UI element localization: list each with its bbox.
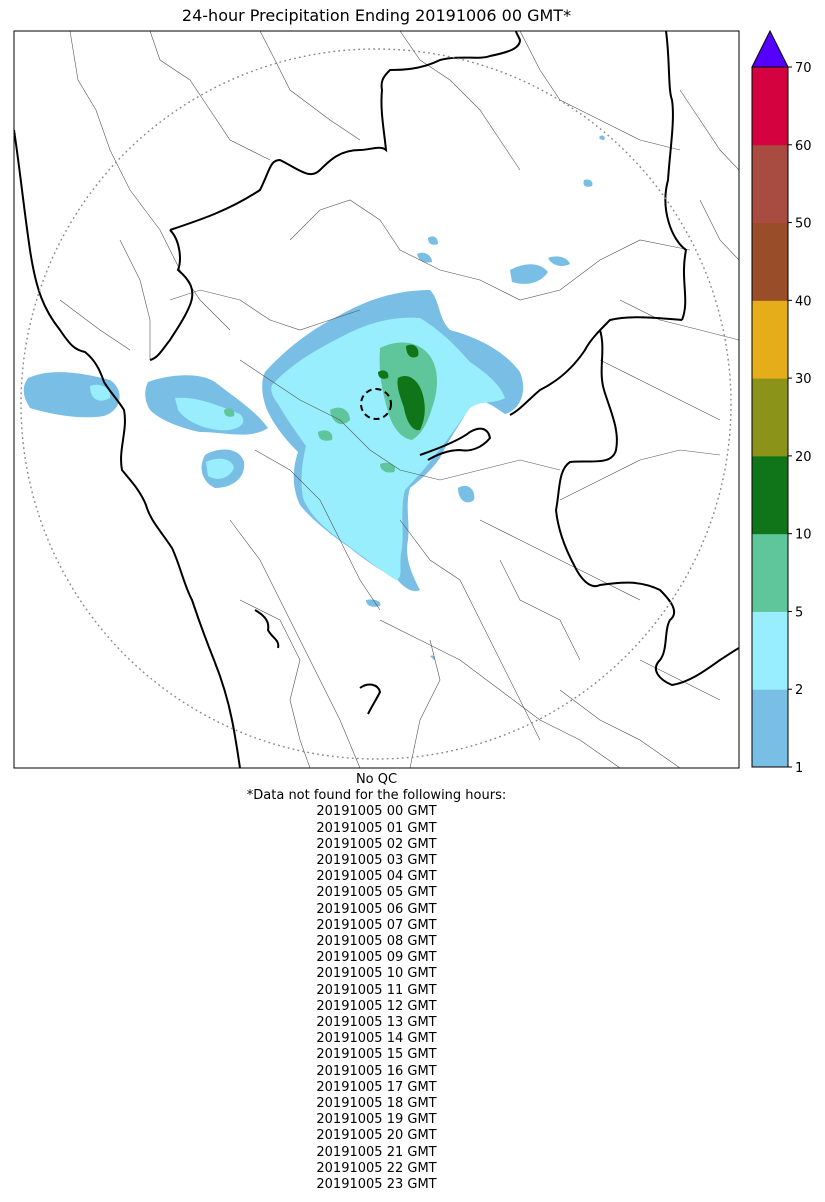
- missing-hour-item: 20191005 07 GMT: [316, 917, 437, 933]
- missing-hour-item: 20191005 00 GMT: [316, 804, 437, 820]
- missing-hour-item: 20191005 02 GMT: [316, 836, 437, 852]
- range-ring: [20, 48, 732, 760]
- colorbar-tick-label: 40: [795, 294, 812, 309]
- colorbar-segment: [752, 300, 788, 379]
- missing-hour-item: 20191005 09 GMT: [316, 950, 437, 966]
- colorbar-tick-label: 70: [795, 61, 812, 76]
- map-content: [14, 31, 739, 768]
- missing-hour-item: 20191005 19 GMT: [316, 1112, 437, 1128]
- missing-hour-item: 20191005 18 GMT: [316, 1096, 437, 1112]
- missing-hour-item: 20191005 08 GMT: [316, 934, 437, 950]
- colorbar-tick-label: 30: [795, 372, 812, 387]
- missing-hour-item: 20191005 20 GMT: [316, 1128, 437, 1144]
- footnote: No QC *Data not found for the following …: [14, 772, 739, 1193]
- colorbar-tick-label: 60: [795, 139, 812, 154]
- missing-hour-item: 20191005 15 GMT: [316, 1047, 437, 1063]
- missing-hour-item: 20191005 13 GMT: [316, 1015, 437, 1031]
- colorbar-segment: [752, 378, 788, 457]
- colorbar-segment: [752, 144, 788, 224]
- missing-hour-item: 20191005 12 GMT: [316, 998, 437, 1014]
- colorbar-segment: [752, 533, 788, 612]
- colorbar-ticks: 1 2 5 10 20 30 40 50 60 70: [788, 61, 812, 776]
- colorbar-segments: [752, 67, 788, 768]
- map-title: 24-hour Precipitation Ending 20191006 00…: [181, 6, 572, 25]
- missing-hour-item: 20191005 21 GMT: [316, 1144, 437, 1160]
- missing-hours-list: 20191005 00 GMT 20191005 01 GMT 20191005 0…: [14, 804, 739, 1193]
- missing-hour-item: 20191005 04 GMT: [316, 869, 437, 885]
- colorbar-segment: [752, 455, 788, 535]
- missing-hour-item: 20191005 23 GMT: [316, 1177, 437, 1193]
- radar-site-marker: [360, 388, 392, 420]
- qc-note: No QC: [355, 772, 398, 787]
- missing-hour-item: 20191005 03 GMT: [316, 853, 437, 869]
- district-boundaries: [59, 31, 739, 768]
- colorbar-extend-triangle: [751, 29, 789, 68]
- missing-hour-item: 20191005 14 GMT: [316, 1031, 437, 1047]
- missing-hour-item: 20191005 05 GMT: [316, 885, 437, 901]
- colorbar-tick-label: 50: [795, 217, 812, 232]
- missing-hour-item: 20191005 16 GMT: [316, 1063, 437, 1079]
- colorbar-segment: [752, 222, 788, 301]
- missing-hour-item: 20191005 01 GMT: [316, 820, 437, 836]
- colorbar-segment: [752, 67, 788, 146]
- colorbar-tick-label: 1: [795, 761, 803, 776]
- missing-hour-item: 20191005 10 GMT: [316, 966, 437, 982]
- colorbar-tick-label: 20: [795, 450, 812, 465]
- precip-layer-2-5: [90, 317, 505, 580]
- missing-hour-item: 20191005 06 GMT: [316, 901, 437, 917]
- map-frame: [13, 30, 740, 769]
- missing-data-header: *Data not found for the following hours:: [246, 788, 507, 804]
- colorbar-frame: [751, 66, 789, 768]
- colorbar-tick-label: 5: [795, 605, 803, 620]
- colorbar-tick-label: 10: [795, 528, 812, 543]
- missing-hour-item: 20191005 17 GMT: [316, 1079, 437, 1095]
- missing-hour-item: 20191005 22 GMT: [316, 1160, 437, 1176]
- state-boundaries: [14, 31, 739, 768]
- precip-layer-10-20: [378, 344, 425, 431]
- colorbar-segment: [752, 611, 788, 690]
- colorbar-tick-label: 2: [795, 683, 803, 698]
- missing-hour-item: 20191005 11 GMT: [316, 982, 437, 998]
- colorbar-segment: [752, 689, 788, 768]
